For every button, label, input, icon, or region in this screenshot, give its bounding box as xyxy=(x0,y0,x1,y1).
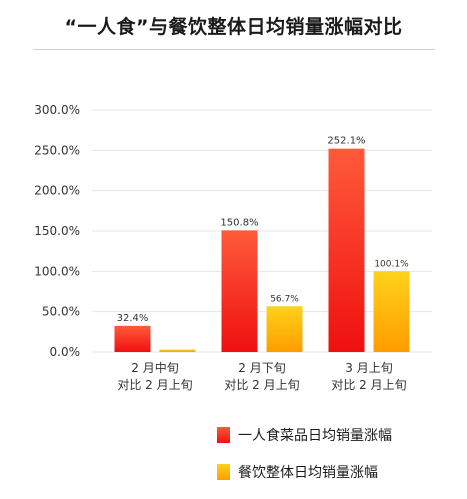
data-label: 150.8% xyxy=(220,217,258,228)
x-tick-label: 2 月下旬 xyxy=(238,361,285,375)
x-tick-label: 对比 2 月上旬 xyxy=(117,378,192,392)
bar-series-1 xyxy=(221,230,258,352)
x-tick-label: 对比 2 月上旬 xyxy=(331,378,406,392)
x-tick-label: 对比 2 月上旬 xyxy=(224,378,299,392)
legend-item-series-2: 餐饮整体日均销量涨幅 xyxy=(217,462,392,482)
x-tick-label: 3 月上旬 xyxy=(345,361,392,375)
legend-label-series-1: 一人食菜品日均销量涨幅 xyxy=(238,428,392,444)
bar-series-2 xyxy=(373,271,410,352)
chart-legend: 一人食菜品日均销量涨幅 餐饮整体日均销量涨幅 xyxy=(217,425,392,499)
y-tick-label: 150.0% xyxy=(34,224,80,238)
y-tick-label: 250.0% xyxy=(34,143,80,157)
x-tick-label: 2 月中旬 xyxy=(131,360,178,375)
bar-series-1 xyxy=(328,148,365,352)
y-tick-label: 200.0% xyxy=(34,184,80,198)
bar-series-2 xyxy=(159,349,196,352)
data-label: 32.4% xyxy=(117,313,149,324)
title-divider xyxy=(33,49,435,50)
data-label: 56.7% xyxy=(270,294,299,304)
chart-title: “一人食”与餐饮整体日均销量涨幅对比 xyxy=(64,16,403,38)
y-tick-label: 100.0% xyxy=(34,264,80,278)
legend-swatch-orange xyxy=(217,464,230,480)
bar-chart: 0.0% 50.0% 100.0% 150.0% 200.0% 250.0% 300.0% 3… xyxy=(34,103,432,392)
legend-swatch-red xyxy=(217,427,230,443)
data-label: 100.1% xyxy=(374,259,409,269)
y-tick-label: 0.0% xyxy=(50,345,81,359)
y-tick-label: 50.0% xyxy=(42,305,80,319)
y-tick-label: 300.0% xyxy=(34,103,80,117)
legend-item-series-1: 一人食菜品日均销量涨幅 xyxy=(217,425,392,445)
legend-label-series-2: 餐饮整体日均销量涨幅 xyxy=(238,465,378,481)
data-label: 252.1% xyxy=(327,136,365,147)
bar-series-2 xyxy=(266,306,303,352)
bar-series-1 xyxy=(114,325,151,352)
